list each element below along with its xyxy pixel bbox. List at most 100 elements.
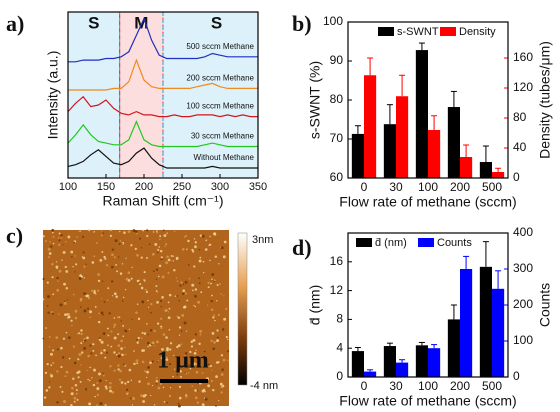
afm-grain [164, 245, 166, 248]
afm-grain [158, 246, 161, 248]
legend-label: Counts [437, 237, 472, 249]
afm-grain [130, 244, 133, 247]
y2-tick-label: 80 [513, 110, 527, 124]
afm-grain [128, 328, 130, 330]
bar [415, 345, 428, 377]
afm-grain [225, 307, 228, 310]
afm-grain [58, 239, 61, 242]
panel-label: b) [292, 11, 312, 36]
afm-grain [192, 339, 196, 342]
afm-grain [168, 394, 172, 398]
afm-grain [176, 373, 179, 376]
afm-grain [88, 402, 92, 406]
afm-grain [143, 332, 147, 335]
afm-grain [185, 235, 187, 237]
error-bar [463, 255, 470, 269]
afm-grain [172, 260, 174, 262]
afm-grain [189, 350, 192, 354]
afm-grain [72, 345, 75, 348]
afm-grain [133, 362, 136, 366]
afm-grain [220, 391, 223, 394]
afm-grain [134, 247, 137, 251]
afm-grain [50, 311, 53, 314]
afm-grain [136, 253, 139, 257]
series-label: 200 sccm Methane [186, 73, 254, 82]
afm-grain [139, 283, 142, 286]
afm-grain [87, 296, 91, 300]
afm-grain [47, 256, 51, 259]
afm-grain [73, 241, 75, 244]
afm-grain [83, 346, 86, 350]
afm-grain [138, 380, 141, 383]
panel-label: a) [6, 11, 24, 36]
afm-grain [184, 352, 188, 355]
afm-grain [94, 395, 96, 398]
afm-grain [221, 368, 224, 371]
afm-grain [118, 378, 122, 381]
afm-grain [67, 313, 70, 316]
afm-grain [90, 289, 94, 292]
afm-grain [195, 370, 199, 374]
afm-grain [79, 380, 82, 383]
afm-grain [79, 306, 82, 308]
afm-grain [98, 312, 100, 315]
afm-grain [94, 305, 97, 308]
afm-grain [46, 281, 49, 284]
bar [396, 362, 409, 377]
afm-grain [117, 344, 121, 347]
afm-grain [154, 345, 156, 347]
afm-grain [198, 277, 201, 280]
x-tick-label: 200 [450, 379, 470, 393]
afm-grain [66, 299, 69, 301]
afm-grain [141, 349, 144, 352]
afm-grain [48, 346, 51, 348]
afm-grain [102, 332, 106, 335]
afm-grain [149, 361, 152, 365]
afm-grain [180, 343, 183, 346]
afm-grain [218, 263, 220, 265]
x-tick-label: 0 [361, 180, 368, 194]
afm-grain [124, 382, 127, 385]
y-tick-label: 80 [330, 92, 344, 106]
afm-grain [166, 232, 168, 234]
error-bar [418, 341, 425, 346]
afm-grain [150, 311, 152, 314]
afm-grain [160, 317, 163, 320]
afm-grain [75, 389, 78, 392]
afm-grain [93, 368, 96, 372]
error-bar [482, 241, 489, 267]
afm-grain [115, 263, 118, 266]
afm-grain [220, 293, 223, 295]
afm-grain [127, 279, 131, 282]
bar [460, 269, 473, 377]
afm-grain [100, 350, 102, 352]
afm-grain [223, 317, 227, 321]
afm-grain [110, 280, 114, 283]
afm-grain [125, 353, 127, 356]
bar [364, 371, 377, 377]
afm-grain [182, 289, 186, 293]
error-bar [418, 42, 425, 51]
afm-grain [122, 335, 125, 338]
afm-grain [52, 349, 55, 352]
afm-grain [83, 277, 85, 279]
afm-grain [205, 239, 208, 242]
afm-grain [77, 376, 80, 379]
afm-grain [100, 311, 104, 315]
legend-swatch [418, 238, 434, 247]
afm-grain [125, 257, 127, 259]
afm-grain [179, 284, 182, 287]
afm-grain [184, 292, 188, 295]
afm-grain [192, 357, 195, 360]
afm-grain [141, 337, 143, 339]
afm-grain [82, 251, 85, 254]
afm-grain [181, 314, 185, 317]
afm-grain [91, 261, 95, 264]
afm-grain [185, 394, 187, 396]
afm-grain [42, 337, 45, 340]
afm-grain [183, 235, 186, 238]
afm-grain [43, 396, 47, 399]
afm-grain [146, 229, 149, 232]
afm-grain [152, 231, 155, 233]
bar [428, 130, 441, 178]
